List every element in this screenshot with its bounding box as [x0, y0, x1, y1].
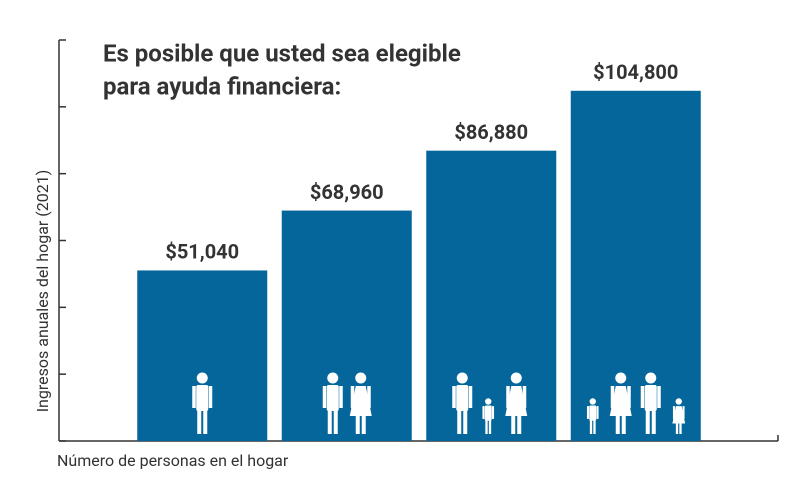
- person-arm: [627, 386, 631, 408]
- person-body: [589, 405, 597, 421]
- person-arm: [367, 386, 371, 408]
- person-icon: [586, 398, 599, 434]
- person-arm: [468, 386, 473, 408]
- person-leg: [485, 418, 488, 434]
- person-leg: [488, 418, 492, 434]
- person-arm: [492, 406, 495, 419]
- person-leg: [651, 408, 656, 434]
- person-leg: [197, 408, 202, 434]
- person-icon: [349, 372, 372, 434]
- person-icon: [452, 372, 473, 434]
- person-arm: [586, 406, 589, 419]
- person-head: [589, 398, 596, 405]
- person-icon: [192, 372, 213, 434]
- person-leg: [517, 408, 522, 434]
- person-icon: [505, 372, 528, 434]
- person-head: [675, 398, 682, 405]
- person-leg: [327, 408, 332, 434]
- person-arm: [506, 386, 510, 408]
- person-body: [196, 385, 209, 411]
- person-arm: [682, 406, 685, 419]
- person-body: [456, 385, 469, 411]
- person-head: [510, 372, 522, 384]
- person-icon: [609, 372, 632, 434]
- person-leg: [333, 408, 338, 434]
- person-arm: [482, 406, 485, 419]
- person-leg: [355, 408, 360, 434]
- person-head: [327, 372, 339, 384]
- person-icon: [672, 398, 686, 434]
- person-body: [672, 406, 686, 424]
- value-label: $86,880: [454, 120, 528, 144]
- person-arm: [672, 406, 675, 419]
- person-icon: [322, 372, 343, 434]
- person-leg: [511, 408, 516, 434]
- person-leg: [463, 408, 468, 434]
- person-arm: [610, 386, 615, 408]
- person-leg: [361, 408, 366, 434]
- person-leg: [203, 408, 208, 434]
- person-leg: [593, 418, 596, 434]
- y-axis-label: Ingresos anuales del hogar (2021): [33, 170, 52, 413]
- person-body: [505, 386, 528, 416]
- person-head: [645, 372, 657, 384]
- person-arm: [596, 406, 599, 419]
- value-label: $51,040: [165, 240, 239, 264]
- person-body: [326, 385, 339, 411]
- person-head: [485, 398, 492, 405]
- person-leg: [679, 418, 682, 434]
- person-arm: [208, 386, 213, 408]
- person-head: [615, 372, 627, 384]
- chart-title: Es posible que usted sea elegible: [103, 39, 461, 67]
- person-head: [196, 372, 208, 384]
- person-arm: [640, 386, 645, 408]
- person-leg: [645, 408, 650, 434]
- person-body: [484, 405, 492, 421]
- bar: [281, 210, 412, 441]
- person-arm: [339, 386, 343, 408]
- person-icon: [640, 372, 661, 434]
- person-leg: [621, 408, 626, 434]
- person-arm: [192, 386, 196, 408]
- person-arm: [350, 386, 355, 408]
- person-leg: [675, 418, 679, 434]
- bar: [570, 90, 701, 441]
- person-head: [456, 372, 468, 384]
- person-body: [349, 386, 372, 416]
- person-arm: [657, 386, 661, 408]
- person-leg: [615, 408, 620, 434]
- x-axis-label: Número de personas en el hogar: [57, 451, 289, 470]
- bar: [137, 270, 268, 441]
- person-body: [609, 386, 632, 416]
- person-icon: [482, 398, 495, 434]
- person-arm: [322, 386, 327, 408]
- person-leg: [589, 418, 593, 434]
- value-label: $68,960: [310, 180, 384, 204]
- person-leg: [457, 408, 462, 434]
- chart-title: para ayuda financiera:: [103, 72, 341, 100]
- person-body: [644, 385, 657, 411]
- person-arm: [522, 386, 527, 408]
- person-head: [355, 372, 367, 384]
- value-label: $104,800: [593, 60, 678, 84]
- bar: [426, 150, 557, 441]
- person-arm: [452, 386, 456, 408]
